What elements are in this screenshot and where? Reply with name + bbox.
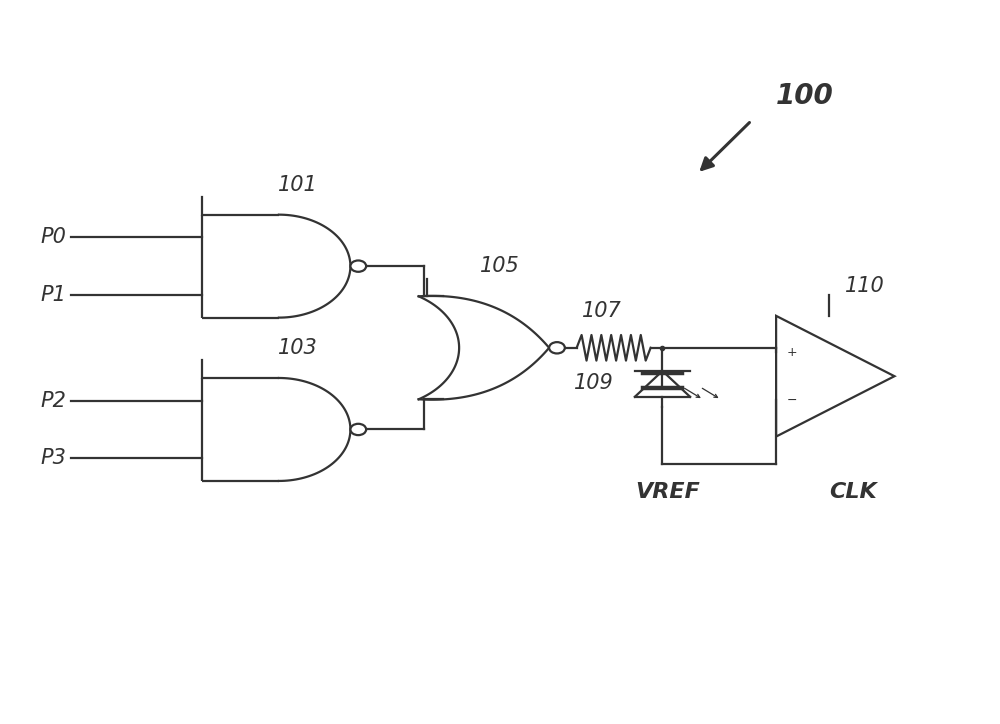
Text: +: + — [786, 345, 797, 358]
Text: 103: 103 — [278, 338, 318, 358]
Circle shape — [350, 261, 366, 272]
Text: P2: P2 — [40, 391, 66, 411]
Circle shape — [350, 424, 366, 435]
Text: 110: 110 — [845, 276, 885, 296]
Text: 105: 105 — [480, 256, 520, 277]
Text: −: − — [786, 394, 797, 407]
Circle shape — [549, 342, 565, 353]
Text: VREF: VREF — [635, 482, 700, 502]
Text: P1: P1 — [40, 285, 66, 305]
Text: 100: 100 — [776, 82, 834, 110]
Text: P3: P3 — [40, 448, 66, 468]
Text: 101: 101 — [278, 174, 318, 195]
Text: 107: 107 — [582, 300, 621, 321]
Text: P0: P0 — [40, 227, 66, 248]
Text: CLK: CLK — [829, 482, 877, 502]
Text: 109: 109 — [574, 374, 613, 393]
